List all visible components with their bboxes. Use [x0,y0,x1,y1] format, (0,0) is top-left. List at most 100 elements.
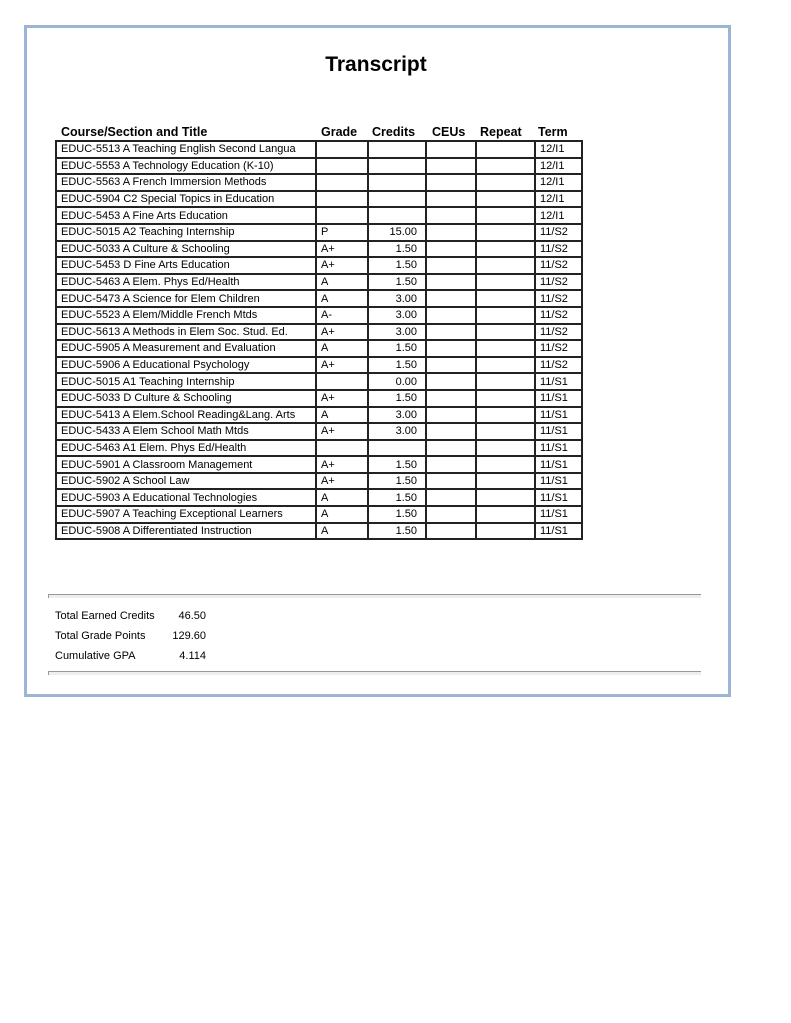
grade-cell: A [315,339,369,358]
repeat-cell [475,355,536,375]
repeat-cell [475,505,536,524]
repeat-cell [475,239,536,259]
credits-cell [367,189,427,209]
total-label: Total Earned Credits [55,610,155,622]
header-repeat: Repeat [480,125,522,139]
ceus-cell [425,305,477,325]
repeat-cell [475,521,536,541]
ceus-cell [425,355,477,375]
repeat-cell [475,289,536,308]
term-cell: 11/S1 [534,372,583,391]
grade-cell: A+ [315,471,369,491]
page-title: Transcript [325,53,427,76]
repeat-cell [475,305,536,325]
grade-cell: A+ [315,388,369,408]
ceus-cell [425,521,477,541]
term-cell: 11/S2 [534,305,583,325]
ceus-cell [425,322,477,342]
term-cell: 11/S2 [534,339,583,358]
term-cell: 12/I1 [534,140,583,159]
repeat-cell [475,488,536,508]
course-cell: EDUC-5563 A French Immersion Methods [55,173,317,192]
term-cell: 11/S1 [534,455,583,474]
course-cell: EDUC-5513 A Teaching English Second Lang… [55,140,317,159]
credits-cell: 1.50 [367,339,427,358]
repeat-cell [475,189,536,209]
repeat-cell [475,272,536,292]
grade-cell: A [315,488,369,508]
repeat-cell [475,222,536,242]
repeat-cell [475,471,536,491]
grade-cell: A [315,289,369,308]
credits-cell: 3.00 [367,322,427,342]
ceus-cell [425,140,477,159]
table-row: EDUC-5433 A Elem School Math Mtds A+ 3.00 1… [55,422,583,441]
grade-cell [315,372,369,391]
grade-cell [315,189,369,209]
ceus-cell [425,438,477,458]
term-cell: 12/I1 [534,156,583,176]
repeat-cell [475,256,536,275]
course-cell: EDUC-5906 A Educational Psychology [55,355,317,375]
divider [48,594,701,598]
ceus-cell [425,372,477,391]
term-cell: 11/S2 [534,239,583,259]
course-cell: EDUC-5613 A Methods in Elem Soc. Stud. E… [55,322,317,342]
grade-cell: A [315,405,369,425]
transcript-frame [24,25,731,697]
table-row: EDUC-5523 A Elem/Middle French Mtds A- 3.0… [55,305,583,325]
credits-cell: 1.50 [367,488,427,508]
grade-cell: A+ [315,239,369,259]
table-row: EDUC-5015 A2 Teaching Internship P 15.00 11… [55,222,583,242]
repeat-cell [475,156,536,176]
term-cell: 11/S1 [534,505,583,524]
ceus-cell [425,239,477,259]
credits-cell: 3.00 [367,289,427,308]
term-cell: 11/S2 [534,289,583,308]
credits-cell [367,140,427,159]
table-row: EDUC-5453 A Fine Arts Education 12/I1 [55,206,583,225]
ceus-cell [425,206,477,225]
credits-cell: 1.50 [367,521,427,541]
table-row: EDUC-5033 D Culture & Schooling A+ 1.50 11/… [55,388,583,408]
credits-cell: 3.00 [367,405,427,425]
ceus-cell [425,405,477,425]
grade-cell: A+ [315,455,369,474]
repeat-cell [475,455,536,474]
course-cell: EDUC-5453 D Fine Arts Education [55,256,317,275]
ceus-cell [425,488,477,508]
grade-cell [315,173,369,192]
term-cell: 11/S2 [534,355,583,375]
table-row: EDUC-5904 C2 Special Topics in Education… [55,189,583,209]
course-cell: EDUC-5033 A Culture & Schooling [55,239,317,259]
table-row: EDUC-5905 A Measurement and Evaluation A 1… [55,339,583,358]
header-term: Term [538,125,568,139]
table-row: EDUC-5413 A Elem.School Reading&Lang. Ar… [55,405,583,425]
term-cell: 11/S1 [534,405,583,425]
credits-cell: 0.00 [367,372,427,391]
ceus-cell [425,222,477,242]
credits-cell: 1.50 [367,388,427,408]
course-cell: EDUC-5453 A Fine Arts Education [55,206,317,225]
course-cell: EDUC-5904 C2 Special Topics in Education [55,189,317,209]
grade-cell [315,140,369,159]
term-cell: 12/I1 [534,173,583,192]
ceus-cell [425,173,477,192]
credits-cell: 1.50 [367,471,427,491]
credits-cell: 1.50 [367,355,427,375]
credits-cell: 3.00 [367,305,427,325]
table-row: EDUC-5453 D Fine Arts Education A+ 1.50 11/… [55,256,583,275]
repeat-cell [475,422,536,441]
credits-cell [367,156,427,176]
term-cell: 11/S1 [534,488,583,508]
transcript-table: EDUC-5513 A Teaching English Second Lang… [55,140,583,541]
total-value: 46.50 [178,610,206,622]
credits-cell [367,173,427,192]
course-cell: EDUC-5473 A Science for Elem Children [55,289,317,308]
term-cell: 11/S1 [534,388,583,408]
header-grade: Grade [321,125,358,139]
repeat-cell [475,372,536,391]
header-credits: Credits [372,125,416,139]
course-cell: EDUC-5015 A1 Teaching Internship [55,372,317,391]
grade-cell: A- [315,305,369,325]
